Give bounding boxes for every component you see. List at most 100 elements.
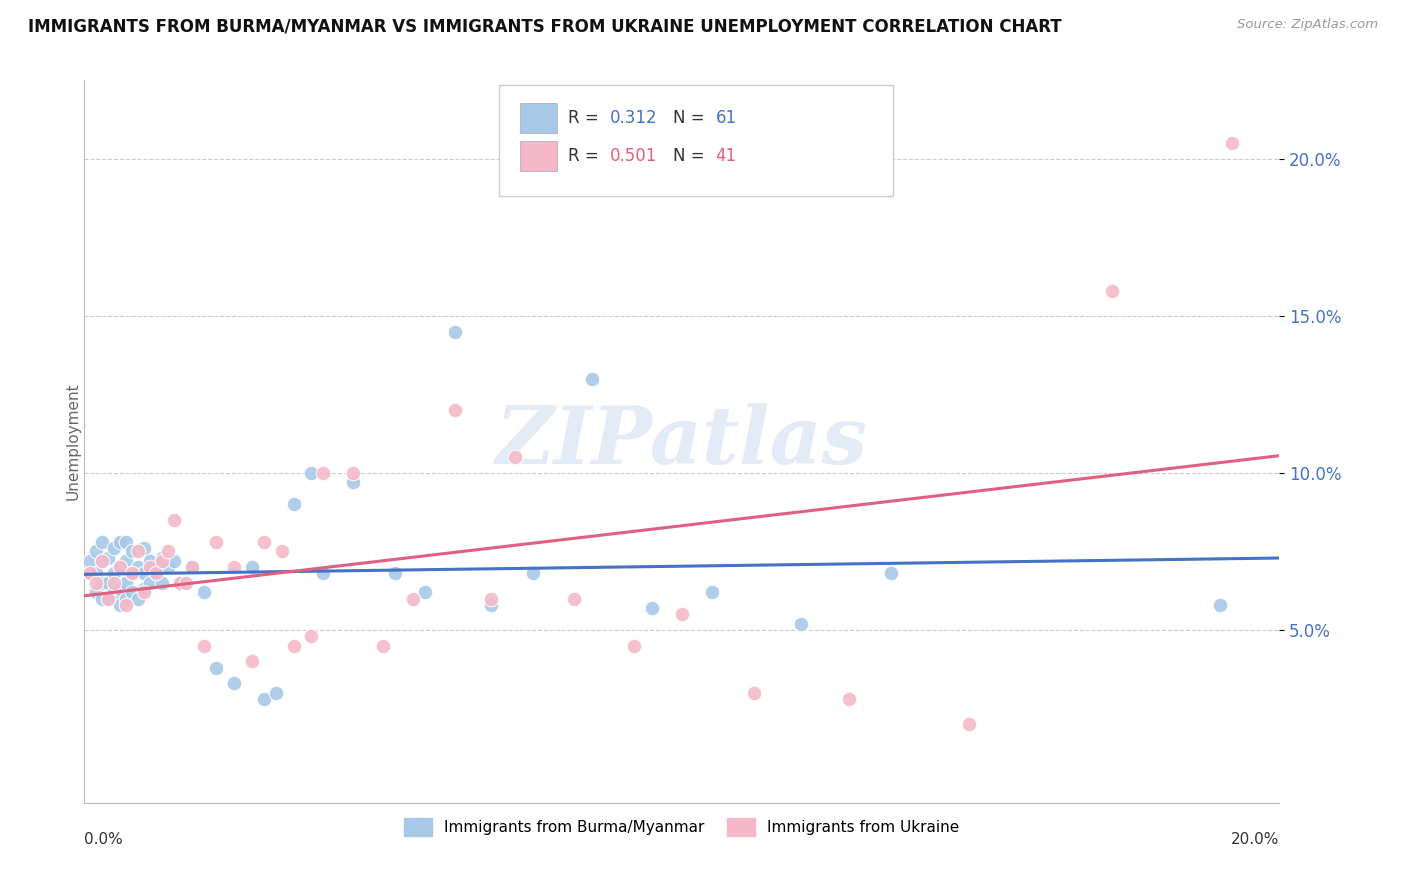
Point — [86, 575, 108, 590]
Point — [110, 598, 132, 612]
Point — [115, 554, 138, 568]
Point — [641, 601, 664, 615]
Point — [253, 535, 276, 549]
Point — [790, 616, 813, 631]
Point — [127, 544, 149, 558]
Point — [97, 550, 120, 565]
Point — [110, 560, 132, 574]
Point — [150, 554, 173, 568]
Point — [132, 541, 156, 556]
Point — [373, 639, 395, 653]
Point — [132, 566, 156, 581]
Text: Source: ZipAtlas.com: Source: ZipAtlas.com — [1237, 18, 1378, 31]
Point — [174, 575, 197, 590]
Text: 20.0%: 20.0% — [1232, 831, 1279, 847]
Point — [145, 566, 167, 581]
Point — [121, 566, 143, 581]
Point — [264, 686, 287, 700]
Y-axis label: Unemployment: Unemployment — [66, 383, 80, 500]
Point — [205, 535, 228, 549]
Point — [479, 598, 502, 612]
Point — [91, 535, 114, 549]
Point — [132, 582, 156, 597]
Text: IMMIGRANTS FROM BURMA/MYANMAR VS IMMIGRANTS FROM UKRAINE UNEMPLOYMENT CORRELATIO: IMMIGRANTS FROM BURMA/MYANMAR VS IMMIGRA… — [28, 18, 1062, 36]
Text: R =: R = — [568, 147, 605, 165]
Point — [193, 639, 215, 653]
Point — [150, 550, 173, 565]
Point — [205, 661, 228, 675]
Point — [115, 591, 138, 606]
Point — [671, 607, 693, 622]
Point — [283, 497, 305, 511]
Point — [444, 325, 467, 339]
Point — [91, 554, 114, 568]
Point — [312, 466, 335, 480]
Point — [157, 560, 180, 574]
Point — [479, 591, 502, 606]
Point — [522, 566, 544, 581]
Point — [157, 544, 180, 558]
Point — [121, 585, 143, 599]
Text: 41: 41 — [716, 147, 737, 165]
Point — [444, 403, 467, 417]
Point — [132, 585, 156, 599]
Text: N =: N = — [673, 147, 710, 165]
Point — [342, 475, 364, 490]
Point — [342, 466, 364, 480]
Point — [103, 541, 125, 556]
Point — [957, 717, 980, 731]
Point — [97, 575, 120, 590]
Point — [1220, 136, 1243, 150]
Text: 0.0%: 0.0% — [84, 831, 124, 847]
Point — [110, 535, 132, 549]
Point — [97, 591, 120, 606]
Point — [79, 566, 101, 581]
Point — [838, 692, 860, 706]
Point — [127, 560, 149, 574]
Point — [581, 372, 603, 386]
Text: N =: N = — [673, 109, 710, 127]
Point — [301, 629, 323, 643]
Text: 0.312: 0.312 — [610, 109, 658, 127]
Point — [121, 566, 143, 581]
Text: 0.501: 0.501 — [610, 147, 658, 165]
Point — [86, 585, 108, 599]
Point — [253, 692, 276, 706]
Point — [91, 591, 114, 606]
Point — [86, 544, 108, 558]
Point — [110, 560, 132, 574]
Point — [240, 655, 263, 669]
Point — [312, 566, 335, 581]
Point — [222, 676, 245, 690]
Point — [193, 585, 215, 599]
Point — [181, 560, 204, 574]
Point — [402, 591, 425, 606]
Point — [115, 535, 138, 549]
Point — [145, 566, 167, 581]
Legend: Immigrants from Burma/Myanmar, Immigrants from Ukraine: Immigrants from Burma/Myanmar, Immigrant… — [398, 813, 966, 842]
Point — [564, 591, 586, 606]
Point — [91, 575, 114, 590]
Point — [115, 598, 138, 612]
Point — [79, 566, 101, 581]
Point — [270, 544, 292, 558]
Point — [110, 582, 132, 597]
Point — [103, 585, 125, 599]
Point — [283, 639, 305, 653]
Point — [97, 591, 120, 606]
Point — [103, 566, 125, 581]
Point — [169, 575, 191, 590]
Point — [115, 575, 138, 590]
Point — [163, 554, 186, 568]
Point — [79, 554, 101, 568]
Point — [127, 591, 149, 606]
Point — [1209, 598, 1232, 612]
Point — [86, 566, 108, 581]
Point — [163, 513, 186, 527]
Point — [139, 575, 162, 590]
Point — [742, 686, 765, 700]
Point — [91, 554, 114, 568]
Text: 61: 61 — [716, 109, 737, 127]
Point — [222, 560, 245, 574]
Point — [240, 560, 263, 574]
